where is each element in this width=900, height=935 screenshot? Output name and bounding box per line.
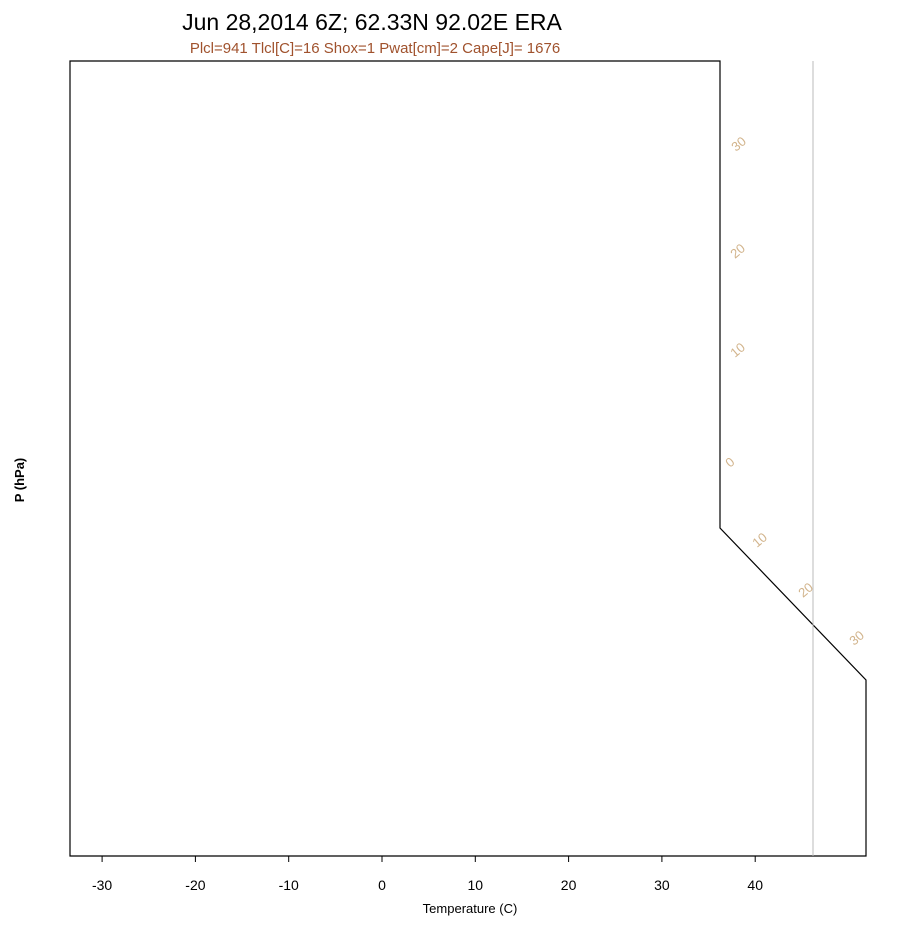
x-tick-label: 10 [468,877,484,893]
isotherm-label: 20 [727,241,748,262]
isotherm-label: 0 [722,454,737,470]
x-tick-label: 20 [561,877,577,893]
isotherm-label: 30 [728,134,749,155]
isotherm-label: 30 [846,628,867,649]
y-axis-label: P (hPa) [12,458,27,503]
plot-frame [69,60,867,857]
x-tick-label: -20 [185,877,205,893]
x-tick-label: -10 [279,877,299,893]
isotherm-label: 10 [727,340,748,361]
isotherm-label: 10 [749,530,770,551]
x-axis-label: Temperature (C) [423,901,518,916]
chart-title: Jun 28,2014 6Z; 62.33N 92.02E ERA [182,9,562,35]
x-tick-label: 30 [654,877,670,893]
x-tick-label: 40 [747,877,763,893]
x-tick-label: 0 [378,877,386,893]
chart-subtitle: Plcl=941 Tlcl[C]=16 Shox=1 Pwat[cm]=2 Ca… [190,40,560,57]
x-tick-label: -30 [92,877,112,893]
